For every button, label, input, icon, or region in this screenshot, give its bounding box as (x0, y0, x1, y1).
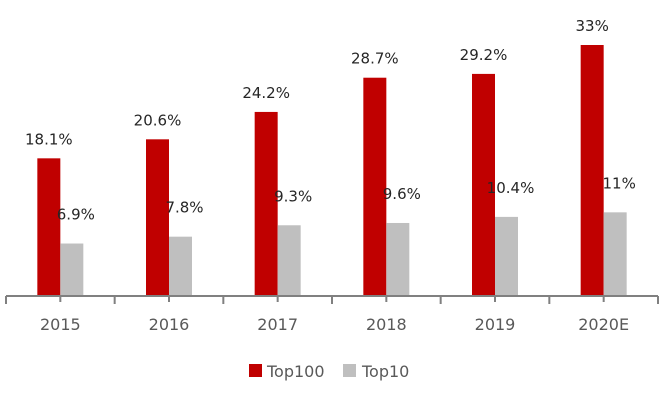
legend-label-top100: Top100 (266, 362, 325, 381)
x-tick-label-2020e: 2020E (578, 315, 629, 334)
bar-top100-2018 (363, 77, 387, 297)
data-label-top10-2017: 9.3% (274, 187, 312, 205)
bar-top10-2019 (495, 216, 518, 296)
data-label-top100-2016: 20.6% (134, 111, 182, 129)
bar-top10-2015 (60, 243, 84, 296)
data-label-top10-2016: 7.8% (165, 199, 203, 217)
x-tick-label-2017: 2017 (257, 315, 298, 334)
bar-top100-2019 (472, 73, 495, 296)
x-tick-label-2019: 2019 (475, 315, 516, 334)
data-label-top100-2015: 18.1% (25, 130, 73, 148)
bar-top10-2017 (277, 225, 301, 296)
data-label-top10-2015: 6.9% (57, 206, 95, 224)
bar-top10-2018 (386, 222, 410, 296)
legend-swatch-top100 (249, 364, 262, 377)
data-label-top100-2018: 28.7% (351, 50, 399, 68)
x-tick-label-2018: 2018 (366, 315, 407, 334)
bar-top10-2016 (169, 236, 192, 296)
legend-swatch-top10 (343, 364, 356, 377)
bar-top100-2020e (580, 45, 604, 296)
x-axis: 2015 2016 2017 2018 2019 2020E (5, 295, 659, 334)
data-label-top100-2017: 24.2% (242, 84, 290, 102)
data-label-top100-2020e: 33% (575, 17, 608, 35)
bars-layer (37, 45, 627, 297)
x-tick-label-2016: 2016 (149, 315, 190, 334)
legend: Top100 Top10 (249, 362, 409, 381)
bar-top100-2017 (254, 111, 278, 296)
legend-label-top10: Top10 (361, 362, 409, 381)
data-labels-layer: 18.1% 6.9% 20.6% 7.8% 24.2% 9.3% 28.7% 9.6% 29.2… (25, 17, 636, 224)
bar-top100-2015 (37, 158, 61, 296)
data-label-top10-2018: 9.6% (383, 185, 421, 203)
bar-top100-2016 (146, 139, 169, 296)
data-label-top100-2019: 29.2% (460, 46, 508, 64)
x-tick-label-2015: 2015 (40, 315, 81, 334)
data-label-top10-2019: 10.4% (487, 179, 535, 197)
bar-top10-2020e (603, 212, 627, 296)
data-label-top10-2020e: 11% (602, 174, 635, 192)
